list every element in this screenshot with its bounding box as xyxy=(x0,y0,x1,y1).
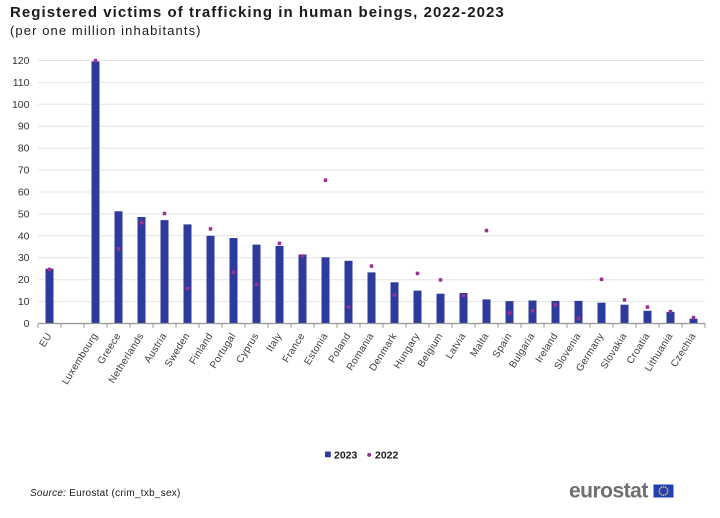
svg-text:20: 20 xyxy=(18,274,30,286)
svg-text:Luxembourg: Luxembourg xyxy=(60,331,100,387)
svg-text:2023: 2023 xyxy=(334,450,358,462)
svg-text:120: 120 xyxy=(12,55,30,67)
svg-text:40: 40 xyxy=(18,230,30,242)
svg-text:100: 100 xyxy=(12,99,30,111)
svg-text:2022: 2022 xyxy=(375,450,399,462)
svg-text:50: 50 xyxy=(18,208,30,220)
svg-text:EU: EU xyxy=(38,331,55,349)
svg-text:Cyprus: Cyprus xyxy=(234,331,261,365)
svg-text:Malta: Malta xyxy=(468,331,491,359)
svg-text:110: 110 xyxy=(13,77,30,89)
svg-text:10: 10 xyxy=(18,296,30,308)
svg-text:Spain: Spain xyxy=(491,331,515,360)
svg-text:Latvia: Latvia xyxy=(444,331,468,361)
svg-text:eurostat: eurostat xyxy=(569,480,648,503)
svg-text:80: 80 xyxy=(18,143,30,155)
svg-text:Italy: Italy xyxy=(265,331,285,354)
svg-text:70: 70 xyxy=(18,165,30,177)
svg-text:0: 0 xyxy=(24,318,30,330)
svg-text:30: 30 xyxy=(18,252,30,264)
svg-text:60: 60 xyxy=(18,187,30,199)
svg-text:90: 90 xyxy=(18,121,30,133)
